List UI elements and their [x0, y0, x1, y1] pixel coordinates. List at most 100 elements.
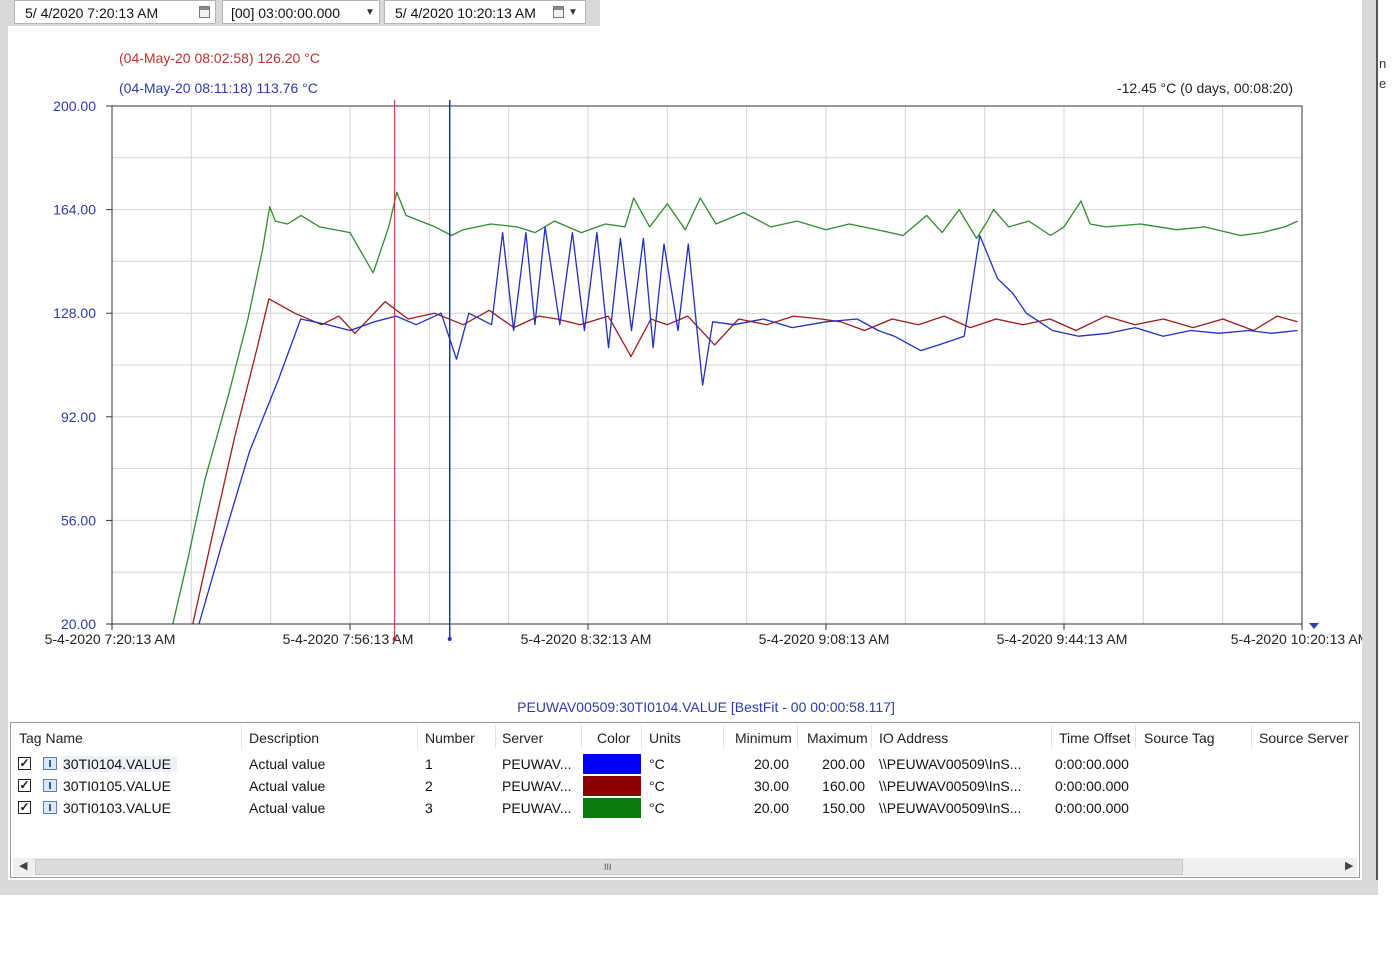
chart-footer-title: PEUWAV00509:30TI0104.VALUE [BestFit - 00…	[517, 699, 895, 715]
cell-server: PEUWAV...	[502, 800, 572, 816]
column-divider[interactable]	[1051, 725, 1052, 749]
column-divider[interactable]	[581, 725, 582, 749]
start-time-text: 5/ 4/2020 7:20:13 AM	[25, 5, 159, 21]
col-header-time-offset[interactable]: Time Offset	[1059, 730, 1131, 746]
plot-frame	[111, 105, 1303, 625]
time-toolbar: 5/ 4/2020 7:20:13 AM [00] 03:00:00.000 ▼…	[0, 0, 600, 26]
col-header-server[interactable]: Server	[502, 730, 544, 746]
col-header-number[interactable]: Number	[425, 730, 475, 746]
scroll-grip: III	[604, 862, 612, 872]
cell-io-address: \\PEUWAV00509\InS...	[879, 756, 1022, 772]
right-frame	[1362, 0, 1376, 895]
horizontal-scrollbar[interactable]: ◀ III ▶	[13, 858, 1357, 876]
x-tick-label: 5-4-2020 8:32:13 AM	[521, 631, 652, 647]
col-header-tag-name[interactable]: Tag Name	[19, 730, 83, 746]
blue-cursor-handle	[447, 637, 452, 641]
col-header-description[interactable]: Description	[249, 730, 320, 746]
red-cursor-label: (04-May-20 08:02:58) 126.20 °C	[119, 50, 320, 66]
calendar-icon[interactable]	[553, 6, 564, 18]
scroll-left-icon[interactable]: ◀	[19, 860, 28, 872]
cell-description: Actual value	[249, 800, 326, 816]
cell-time-offset: 0:00:00.000	[1055, 778, 1129, 794]
column-divider[interactable]	[723, 725, 724, 749]
cell-units: °C	[649, 778, 665, 794]
cell-maximum: 150.00	[822, 800, 865, 816]
row-visible-checkbox[interactable]: ✓	[18, 756, 31, 770]
column-divider[interactable]	[417, 725, 418, 749]
col-header-io-address[interactable]: IO Address	[879, 730, 949, 746]
start-time-picker[interactable]: 5/ 4/2020 7:20:13 AM	[14, 0, 216, 24]
col-header-maximum[interactable]: Maximum	[807, 730, 868, 746]
tag-icon	[43, 757, 57, 770]
row-visible-checkbox[interactable]: ✓	[18, 800, 31, 814]
col-header-minimum[interactable]: Minimum	[735, 730, 792, 746]
tag-grid: Tag Name Description Number Server Color…	[10, 722, 1360, 878]
clipped-text: e	[1379, 76, 1387, 91]
cell-maximum: 200.00	[822, 756, 865, 772]
col-header-units[interactable]: Units	[649, 730, 681, 746]
series-line-30ti0103-value	[172, 191, 1298, 625]
y-tick-label: 128.00	[53, 305, 96, 321]
cell-server: PEUWAV...	[502, 778, 572, 794]
row-visible-checkbox[interactable]: ✓	[18, 778, 31, 792]
series-line-30ti0104-value	[198, 226, 1298, 625]
tag-icon	[43, 779, 57, 792]
duration-text: [00] 03:00:00.000	[231, 5, 340, 21]
y-tick-label: 164.00	[53, 202, 96, 218]
cell-minimum: 20.00	[753, 756, 789, 772]
cell-units: °C	[649, 800, 665, 816]
column-divider[interactable]	[241, 725, 242, 749]
cell-number: 3	[425, 800, 433, 816]
calendar-icon[interactable]	[199, 6, 210, 18]
cell-tag-name: 30TI0105.VALUE	[63, 778, 171, 794]
y-tick-label: 56.00	[61, 512, 96, 528]
col-header-source-server[interactable]: Source Server	[1259, 730, 1349, 746]
end-time-text: 5/ 4/2020 10:20:13 AM	[395, 5, 536, 21]
right-frame-edge	[1376, 0, 1378, 895]
y-tick-label: 92.00	[61, 409, 96, 425]
cell-io-address: \\PEUWAV00509\InS...	[879, 800, 1022, 816]
grid	[112, 106, 1302, 624]
x-tick-label: 5-4-2020 10:20:13 AM	[1231, 631, 1362, 647]
cell-time-offset: 0:00:00.000	[1055, 756, 1129, 772]
tick-layer: 200.00164.00128.0092.0056.0020.005-4-202…	[45, 98, 1362, 647]
color-swatch[interactable]	[583, 798, 641, 818]
blue-cursor-label: (04-May-20 08:11:18) 113.76 °C	[119, 80, 318, 96]
cursor-delta-label: -12.45 °C (0 days, 00:08:20)	[1117, 80, 1293, 96]
cell-minimum: 30.00	[753, 778, 789, 794]
cell-description: Actual value	[249, 778, 326, 794]
cell-minimum: 20.00	[753, 800, 789, 816]
cell-io-address: \\PEUWAV00509\InS...	[879, 778, 1022, 794]
x-tick-label: 5-4-2020 7:56:13 AM	[283, 631, 414, 647]
x-tick-label: 5-4-2020 7:20:13 AM	[45, 631, 176, 647]
cursor-layer[interactable]	[392, 100, 452, 641]
series-line-30ti0105-value	[192, 298, 1298, 625]
bottom-frame	[0, 880, 1378, 895]
column-divider[interactable]	[495, 725, 496, 749]
cell-description: Actual value	[249, 756, 326, 772]
color-swatch[interactable]	[583, 754, 641, 774]
chevron-down-icon[interactable]: ▼	[568, 7, 578, 18]
column-divider[interactable]	[1135, 725, 1136, 749]
column-divider[interactable]	[797, 725, 798, 749]
trend-chart[interactable]: 200.00164.00128.0092.0056.0020.005-4-202…	[0, 0, 1362, 720]
duration-picker[interactable]: [00] 03:00:00.000 ▼	[222, 0, 380, 24]
scrollbar-thumb[interactable]: III	[35, 859, 1183, 875]
left-frame	[0, 26, 8, 895]
clipped-text: n	[1379, 56, 1387, 71]
x-tick-label: 5-4-2020 9:08:13 AM	[759, 631, 890, 647]
column-divider[interactable]	[1251, 725, 1252, 749]
column-divider[interactable]	[871, 725, 872, 749]
scroll-right-icon[interactable]: ▶	[1345, 860, 1354, 872]
col-header-source-tag[interactable]: Source Tag	[1144, 730, 1215, 746]
y-tick-label: 20.00	[61, 616, 96, 632]
col-header-color[interactable]: Color	[597, 730, 631, 746]
cell-units: °C	[649, 756, 665, 772]
end-marker-icon	[1309, 623, 1319, 629]
end-time-picker[interactable]: 5/ 4/2020 10:20:13 AM ▼	[384, 0, 586, 24]
y-tick-label: 200.00	[53, 98, 96, 114]
column-divider[interactable]	[641, 725, 642, 749]
chevron-down-icon[interactable]: ▼	[365, 7, 375, 18]
color-swatch[interactable]	[583, 776, 641, 796]
series-layer	[172, 191, 1298, 625]
